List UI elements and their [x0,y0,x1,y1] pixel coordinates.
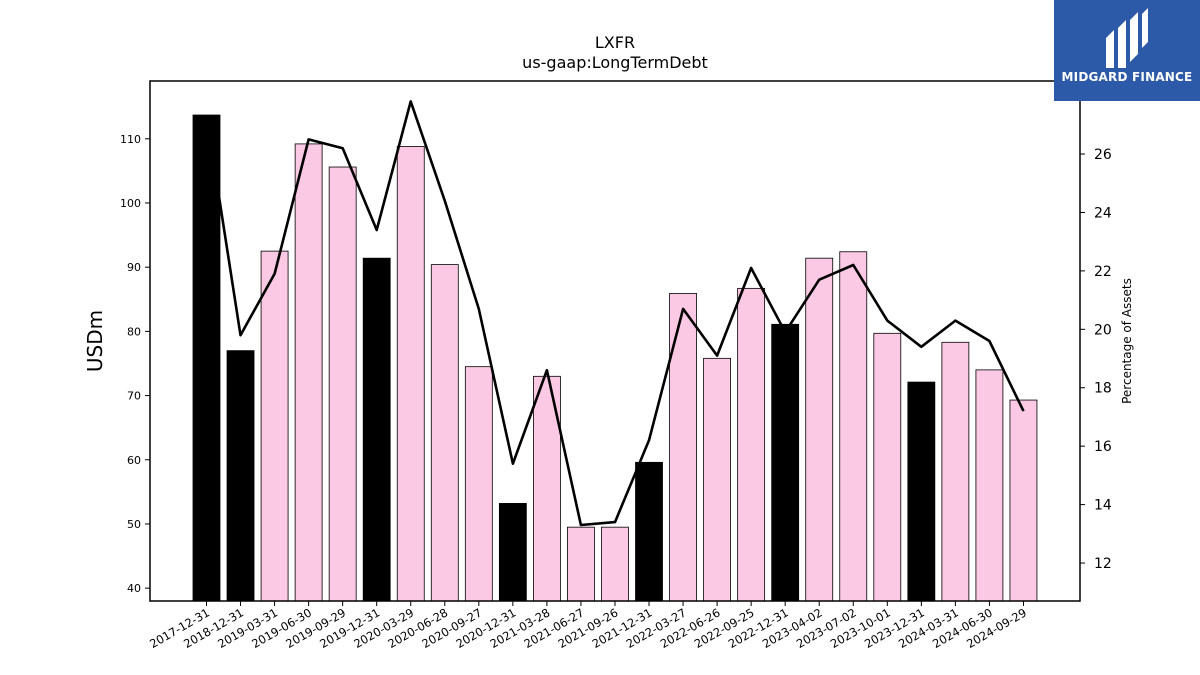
bar [839,251,868,602]
y-tick-label: 110 [120,133,141,146]
y-tick-label: 70 [127,390,141,403]
bar [192,114,221,602]
y2-axis-label: Percentage of Assets [1120,278,1134,404]
y2-tick-label: 26 [1094,147,1112,163]
bar [362,257,391,602]
y2-tick-label: 14 [1094,498,1112,514]
bar [226,350,255,602]
y2-tick-label: 20 [1094,322,1112,338]
bar [430,264,459,602]
y-tick-label: 50 [127,518,141,531]
x-axis: 2017-12-312018-12-312019-03-312019-06-30… [147,601,1029,651]
bar [396,146,425,602]
bar [907,381,936,602]
bar [635,461,663,602]
y-axis-right: 12 14 16 18 20 22 24 26 [1080,147,1112,572]
bar [601,526,629,602]
y-tick-label: 100 [120,197,141,210]
bar [941,341,970,602]
line-layer [205,100,1025,527]
y-axis-left: 40 50 60 70 80 90 100 110 [120,133,150,595]
brand-name: MIDGARD FINANCE [1061,70,1193,84]
series-line [205,100,1025,527]
bar [567,526,595,602]
bar [703,357,731,602]
bar [805,257,834,602]
bars-group [192,114,1038,602]
bar [498,503,527,602]
y-tick-label: 40 [127,582,141,595]
bar [873,332,902,602]
y-tick-label: 90 [127,261,141,274]
y-axis-label: USDm [83,310,107,372]
bar [1009,399,1038,602]
y2-tick-label: 18 [1094,381,1112,397]
bar [294,143,323,602]
bar [464,366,493,602]
y2-tick-label: 24 [1094,205,1112,221]
midgard-logo-icon [1106,8,1148,68]
y-tick-label: 60 [127,454,141,467]
chart-title: LXFR [595,33,635,52]
y-tick-label: 80 [127,325,141,338]
bar [975,369,1004,602]
y2-tick-label: 12 [1094,556,1112,572]
y2-tick-label: 22 [1094,264,1112,280]
bar [771,323,800,602]
bar [669,293,697,602]
y2-tick-label: 16 [1094,439,1112,455]
brand-logo: MIDGARD FINANCE [1054,0,1200,101]
bar [328,166,357,602]
bar [260,250,289,602]
chart-subtitle: us-gaap:LongTermDebt [522,53,708,72]
bar [737,287,766,602]
